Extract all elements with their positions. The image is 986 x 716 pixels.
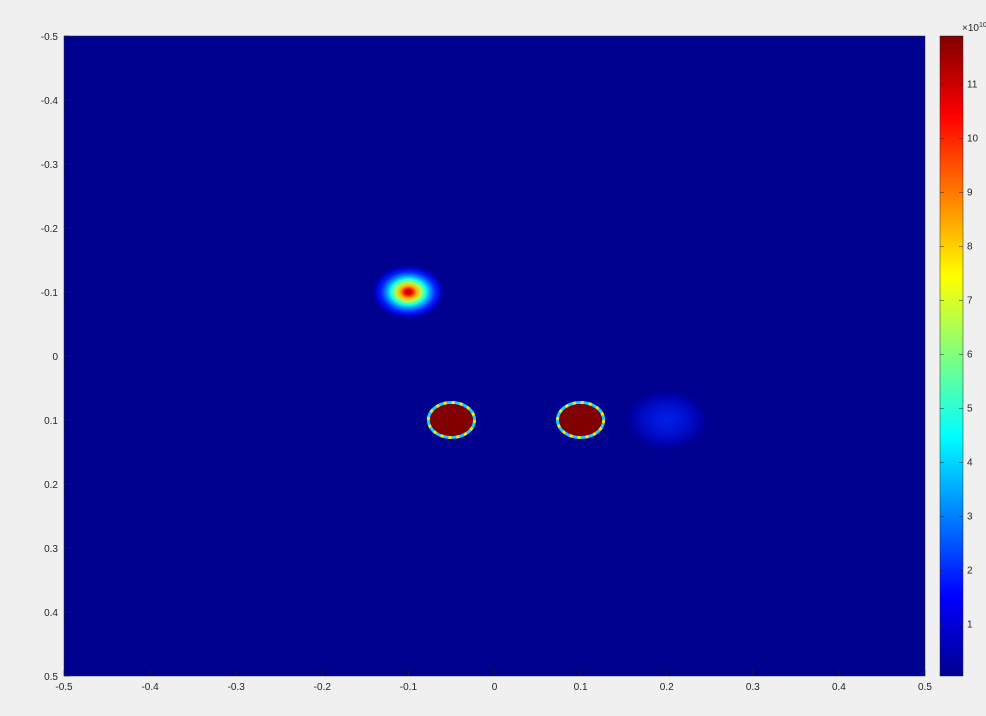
colorbar-exponent-base: ×10 xyxy=(962,23,979,34)
colorbar-exponent: ×1010 xyxy=(962,22,986,34)
x-tick-label: 0.2 xyxy=(660,682,674,693)
y-tick-label: 0.3 xyxy=(44,544,58,555)
x-tick-label: -0.5 xyxy=(55,682,73,693)
colorbar-tick-label: 7 xyxy=(967,296,973,307)
colorbar-tick-label: 4 xyxy=(967,458,973,469)
x-tick-label: -0.1 xyxy=(400,682,418,693)
disk-rim-edge xyxy=(556,401,606,439)
colorbar-tick-label: 3 xyxy=(967,512,973,523)
disk-rim-edge xyxy=(426,401,476,439)
colorbar-tick-label: 8 xyxy=(967,242,973,253)
x-tick-label: 0.4 xyxy=(832,682,846,693)
x-axis: -0.5 -0.4 -0.3 -0.2 -0.1 0 0.1 0.2 0.3 0.4 0.5 xyxy=(55,670,932,693)
x-tick-label: 0.3 xyxy=(746,682,760,693)
y-tick-label: -0.3 xyxy=(41,160,59,171)
colorbar-exponent-power: 10 xyxy=(979,22,986,29)
colorbar-tick-label: 9 xyxy=(967,188,973,199)
x-tick-label: 0.5 xyxy=(918,682,932,693)
disk-core xyxy=(429,404,473,436)
colorbar-tick-label: 6 xyxy=(967,350,973,361)
x-tick-label: -0.4 xyxy=(141,682,159,693)
y-tick-label: -0.1 xyxy=(41,288,59,299)
heatmap-features xyxy=(370,263,710,452)
y-tick-label: 0.2 xyxy=(44,480,58,491)
colorbar-tick-label: 5 xyxy=(967,404,973,415)
y-tick-label: -0.2 xyxy=(41,224,59,235)
gaussian-spot xyxy=(370,263,447,321)
x-tick-label: -0.2 xyxy=(314,682,332,693)
colorbar-tick-label: 11 xyxy=(967,80,978,91)
colorbar-tick-label: 1 xyxy=(967,620,973,631)
x-tick-label: -0.3 xyxy=(228,682,246,693)
x-tick-label: 0.1 xyxy=(574,682,588,693)
colorbar-tick-label: 10 xyxy=(967,134,979,145)
y-tick-label: 0.4 xyxy=(44,608,58,619)
x-tick-label: 0 xyxy=(492,682,498,693)
colorbar-ticks: 1 2 3 4 5 6 7 8 9 10 11 xyxy=(940,80,979,631)
y-tick-label: -0.5 xyxy=(41,32,59,43)
y-tick-label: 0.1 xyxy=(44,416,58,427)
y-tick-label: -0.4 xyxy=(41,96,59,107)
y-tick-label: 0.5 xyxy=(44,672,58,683)
y-tick-label: 0 xyxy=(52,352,58,363)
colorbar-tick-label: 2 xyxy=(967,566,973,577)
colorbar-gradient xyxy=(939,35,964,677)
y-axis: -0.5 -0.4 -0.3 -0.2 -0.1 0 0.1 0.2 0.3 0.4 0.5 xyxy=(41,32,70,683)
plot-area xyxy=(64,36,925,676)
disk-core xyxy=(559,404,603,436)
gaussian-spot xyxy=(623,388,710,452)
